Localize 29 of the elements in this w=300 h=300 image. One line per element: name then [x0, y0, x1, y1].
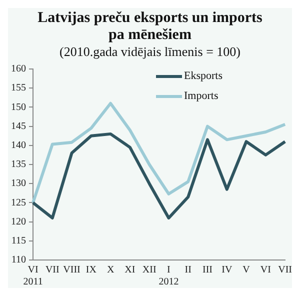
y-tick-label: 120 — [11, 216, 26, 228]
y-tick-label: 115 — [11, 236, 26, 247]
chart-subtitle: (2010.gada vidējais līmenis = 100) — [58, 44, 242, 60]
x-tick-label: VII — [45, 264, 60, 276]
y-tick-label: 160 — [11, 64, 26, 75]
x-tick-label: IX — [86, 264, 98, 276]
x-tick-label: VI — [260, 264, 271, 276]
x-tick-label: V — [242, 264, 251, 276]
y-tick-label: 155 — [11, 82, 26, 94]
y-tick-label: 125 — [11, 197, 26, 208]
y-tick-label: 135 — [11, 159, 26, 170]
legend-label: Eksports — [184, 70, 222, 82]
x-tick-label: II — [184, 264, 192, 276]
legend-label: Imports — [184, 90, 218, 102]
y-tick-label: 150 — [11, 102, 26, 113]
x-tick-label: XII — [142, 264, 156, 276]
x-tick-label: XI — [124, 264, 136, 276]
x-tick-label: III — [202, 264, 212, 276]
x-tick-label: X — [106, 264, 115, 276]
x-tick-label: IV — [222, 264, 233, 276]
x-tick-label: I 2012 — [158, 264, 179, 288]
y-tick-label: 110 — [11, 254, 26, 266]
y-tick-label: 130 — [11, 178, 26, 190]
y-tick-label: 145 — [11, 120, 26, 132]
y-tick-label: 140 — [11, 140, 26, 152]
x-tick-label: VIII — [63, 264, 80, 276]
x-tick-label: VII — [278, 264, 292, 276]
x-tick-label: VI 2011 — [23, 264, 43, 288]
chart-title: Latvijas preču eksports un imports pa mēnešiem — [36, 9, 264, 44]
